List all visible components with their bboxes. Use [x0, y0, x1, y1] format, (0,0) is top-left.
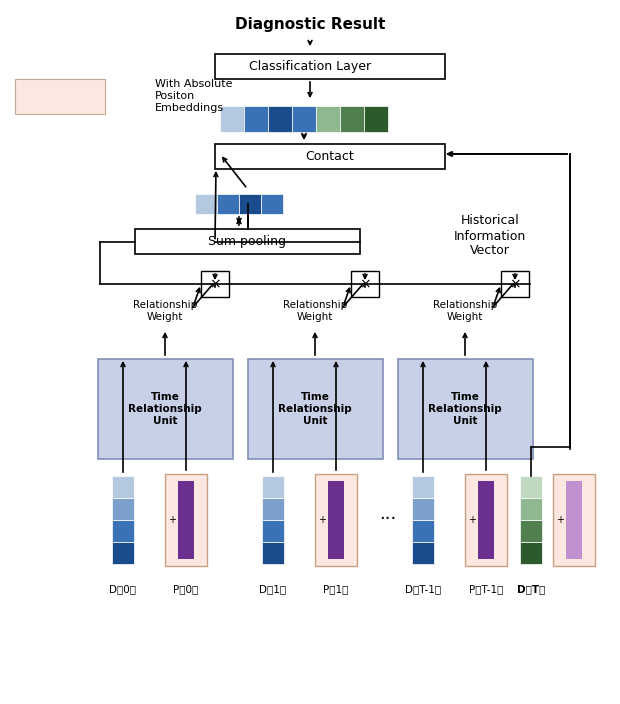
Bar — [262, 476, 284, 498]
Text: Classification Layer: Classification Layer — [249, 60, 371, 73]
Bar — [553, 474, 595, 566]
Bar — [465, 474, 507, 566]
Bar — [201, 271, 229, 297]
Text: ×: × — [509, 277, 521, 291]
Bar — [292, 106, 316, 132]
Bar — [220, 106, 244, 132]
Bar — [501, 271, 529, 297]
Bar — [135, 229, 360, 254]
Bar — [268, 106, 292, 132]
Bar — [247, 359, 383, 459]
Text: P（T-1）: P（T-1） — [469, 584, 503, 594]
Bar — [195, 194, 217, 214]
Text: +: + — [468, 515, 476, 525]
Bar — [239, 194, 261, 214]
Text: Relationship
Weight: Relationship Weight — [283, 300, 347, 322]
Text: ···: ··· — [379, 510, 397, 528]
Bar — [262, 498, 284, 520]
Bar — [520, 542, 542, 564]
Bar — [217, 194, 239, 214]
Text: ×: × — [209, 277, 221, 291]
Bar — [15, 79, 105, 114]
Bar — [520, 520, 542, 542]
Bar — [364, 106, 388, 132]
Bar — [316, 106, 340, 132]
Bar — [112, 498, 134, 520]
Text: Historical
Information
Vector: Historical Information Vector — [454, 215, 526, 258]
Text: Time
Relationship
Unit: Time Relationship Unit — [278, 392, 352, 426]
Bar — [397, 359, 533, 459]
Bar — [244, 106, 268, 132]
Text: +: + — [318, 515, 326, 525]
Bar — [315, 474, 357, 566]
Text: +: + — [556, 515, 564, 525]
Text: +: + — [168, 515, 176, 525]
Bar — [215, 54, 445, 79]
Text: D（1）: D（1） — [259, 584, 286, 594]
Bar — [351, 271, 379, 297]
Text: Relationship
Weight: Relationship Weight — [433, 300, 497, 322]
Bar — [412, 542, 434, 564]
Bar — [566, 481, 582, 559]
Bar — [412, 498, 434, 520]
Bar — [112, 476, 134, 498]
Text: D（T）: D（T） — [517, 584, 545, 594]
Text: ×: × — [359, 277, 371, 291]
Bar — [262, 542, 284, 564]
Text: D（0）: D（0） — [110, 584, 136, 594]
Text: Sum pooling: Sum pooling — [208, 235, 286, 248]
Bar — [165, 474, 207, 566]
Bar — [112, 542, 134, 564]
Text: Relationship
Weight: Relationship Weight — [133, 300, 197, 322]
Text: Time
Relationship
Unit: Time Relationship Unit — [428, 392, 502, 426]
Text: With Absolute
Positon
Embeddings: With Absolute Positon Embeddings — [155, 80, 232, 113]
Bar — [328, 481, 344, 559]
Text: P（1）: P（1） — [323, 584, 348, 594]
Bar — [520, 498, 542, 520]
Text: D（T-1）: D（T-1） — [405, 584, 441, 594]
Bar — [478, 481, 494, 559]
Text: Time
Relationship
Unit: Time Relationship Unit — [128, 392, 202, 426]
Bar — [178, 481, 194, 559]
Text: Diagnostic Result: Diagnostic Result — [235, 16, 385, 32]
Bar — [412, 520, 434, 542]
Bar — [340, 106, 364, 132]
Bar — [97, 359, 232, 459]
Bar — [261, 194, 283, 214]
Bar — [520, 476, 542, 498]
Bar — [412, 476, 434, 498]
Text: Contact: Contact — [306, 150, 355, 163]
Bar — [262, 520, 284, 542]
Bar — [112, 520, 134, 542]
Text: P（0）: P（0） — [174, 584, 198, 594]
Bar — [215, 144, 445, 169]
